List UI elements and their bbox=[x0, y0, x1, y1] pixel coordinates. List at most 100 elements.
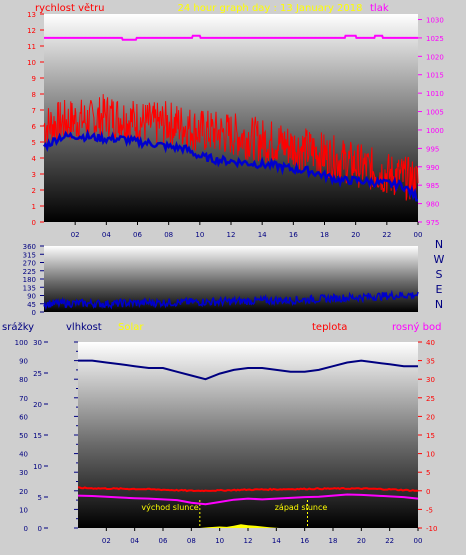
right-axis-tick-label: 975 bbox=[426, 219, 439, 227]
left-axis-tick-label: 13 bbox=[27, 11, 36, 19]
left-axis-tick-label: 0 bbox=[32, 219, 36, 227]
x-axis-tick-label: 18 bbox=[329, 537, 338, 545]
x-axis-tick-label: 16 bbox=[289, 231, 298, 239]
temperature-label: teplota bbox=[312, 322, 347, 333]
left-axis-tick-label: 3 bbox=[32, 171, 36, 179]
x-axis-tick-label: 22 bbox=[385, 537, 394, 545]
rain-label: srážky bbox=[2, 321, 34, 333]
x-axis-tick-label: 04 bbox=[102, 231, 111, 239]
humidity-axis-tick-label: 100 bbox=[15, 339, 28, 347]
left-axis-tick-label: 10 bbox=[27, 59, 36, 67]
x-axis-tick-label: 00 bbox=[414, 537, 423, 545]
compass-label: S bbox=[436, 268, 443, 281]
humidity-axis-tick-label: 0 bbox=[24, 525, 28, 533]
left-axis-tick-label: 6 bbox=[32, 123, 37, 131]
pressure-label: tlak bbox=[370, 3, 389, 14]
sunrise-label: východ slunce bbox=[141, 503, 198, 512]
left-axis-tick-label: 1 bbox=[32, 203, 36, 211]
direction-axis-tick-label: 270 bbox=[23, 260, 36, 268]
compass-label: N bbox=[435, 238, 443, 251]
x-axis-tick-label: 20 bbox=[351, 231, 360, 239]
compass-label: W bbox=[434, 253, 445, 266]
temperature-axis-tick-label: 5 bbox=[426, 469, 430, 477]
x-axis-tick-label: 06 bbox=[159, 537, 168, 545]
x-axis-tick-label: 12 bbox=[244, 537, 253, 545]
temperature-axis-tick-label: 30 bbox=[426, 376, 435, 384]
humidity-axis-tick-label: 60 bbox=[19, 413, 28, 421]
right-axis-tick-label: 1005 bbox=[426, 109, 444, 117]
rain-axis-tick-label: 0 bbox=[38, 525, 42, 533]
x-axis-tick-label: 14 bbox=[272, 537, 281, 545]
temperature-axis-tick-label: 40 bbox=[426, 339, 435, 347]
wind-speed-label: rychlost větru bbox=[35, 2, 105, 14]
left-axis-tick-label: 5 bbox=[32, 139, 36, 147]
left-axis-tick-label: 11 bbox=[27, 43, 36, 51]
right-axis-tick-label: 1015 bbox=[426, 72, 444, 80]
temperature-axis-tick-label: -10 bbox=[426, 525, 437, 533]
x-axis-tick-label: 04 bbox=[130, 537, 139, 545]
direction-axis-tick-label: 225 bbox=[23, 268, 36, 276]
rain-axis-tick-label: 30 bbox=[33, 339, 42, 347]
compass-label: N bbox=[435, 298, 443, 311]
left-axis-tick-label: 7 bbox=[32, 107, 36, 115]
right-axis-tick-label: 985 bbox=[426, 182, 439, 190]
dewpoint-label: rosný bod bbox=[392, 321, 441, 333]
right-axis-tick-label: 1000 bbox=[426, 127, 444, 135]
x-axis-tick-label: 08 bbox=[164, 231, 173, 239]
dewpoint-series bbox=[77, 493, 419, 506]
humidity-series bbox=[78, 359, 418, 381]
temperature-series bbox=[77, 486, 419, 493]
temperature-axis-tick-label: 0 bbox=[426, 488, 430, 496]
left-axis-tick-label: 12 bbox=[27, 27, 36, 35]
left-axis-tick-label: 4 bbox=[32, 155, 37, 163]
x-axis-tick-label: 10 bbox=[215, 537, 224, 545]
rain-axis-tick-label: 15 bbox=[33, 432, 42, 440]
wind-speed-series bbox=[43, 94, 419, 201]
right-axis-tick-label: 990 bbox=[426, 164, 439, 172]
temperature-axis-tick-label: 10 bbox=[426, 451, 435, 459]
right-axis-tick-label: 1010 bbox=[426, 90, 444, 98]
temperature-axis-tick-label: 20 bbox=[426, 413, 435, 421]
x-axis-tick-label: 22 bbox=[382, 231, 391, 239]
x-axis-tick-label: 18 bbox=[320, 231, 329, 239]
humidity-axis-tick-label: 30 bbox=[19, 469, 28, 477]
right-axis-tick-label: 980 bbox=[426, 201, 439, 209]
sunset-label: západ slunce bbox=[275, 503, 328, 512]
wind-average-series bbox=[43, 128, 418, 202]
direction-axis-tick-label: 135 bbox=[23, 284, 36, 292]
humidity-axis-tick-label: 70 bbox=[19, 395, 28, 403]
humidity-temp-plot bbox=[78, 342, 418, 528]
temperature-axis-tick-label: -5 bbox=[426, 506, 433, 514]
solar-series bbox=[199, 524, 280, 528]
humidity-axis-tick-label: 10 bbox=[19, 506, 28, 514]
rain-axis-tick-label: 20 bbox=[33, 401, 42, 409]
humidity-axis-tick-label: 40 bbox=[19, 451, 28, 459]
temperature-axis-tick-label: 35 bbox=[426, 358, 435, 366]
temperature-axis-tick-label: 15 bbox=[426, 432, 435, 440]
humidity-axis-tick-label: 90 bbox=[19, 358, 28, 366]
x-axis-tick-label: 06 bbox=[133, 231, 142, 239]
chart-title: 24 hour graph day : 13 January 2018 bbox=[178, 3, 363, 14]
humidity-axis-tick-label: 80 bbox=[19, 376, 28, 384]
wind-direction-series bbox=[43, 289, 419, 311]
x-axis-tick-label: 08 bbox=[187, 537, 196, 545]
pressure-series bbox=[44, 34, 418, 41]
humidity-axis-tick-label: 50 bbox=[19, 432, 28, 440]
x-axis-tick-label: 14 bbox=[258, 231, 267, 239]
direction-axis-tick-label: 90 bbox=[27, 293, 36, 301]
left-axis-tick-label: 9 bbox=[32, 75, 36, 83]
x-axis-tick-label: 20 bbox=[357, 537, 366, 545]
direction-axis-tick-label: 0 bbox=[32, 309, 36, 317]
solar-label: Solar bbox=[118, 322, 144, 333]
compass-label: E bbox=[436, 283, 443, 296]
left-axis-tick-label: 8 bbox=[32, 91, 36, 99]
humidity-label: vlhkost bbox=[66, 322, 102, 333]
x-axis-tick-label: 12 bbox=[227, 231, 236, 239]
rain-axis-tick-label: 10 bbox=[33, 463, 42, 471]
right-axis-tick-label: 995 bbox=[426, 145, 439, 153]
direction-axis-tick-label: 180 bbox=[23, 276, 36, 284]
right-axis-tick-label: 1020 bbox=[426, 53, 444, 61]
temperature-axis-tick-label: 25 bbox=[426, 395, 435, 403]
